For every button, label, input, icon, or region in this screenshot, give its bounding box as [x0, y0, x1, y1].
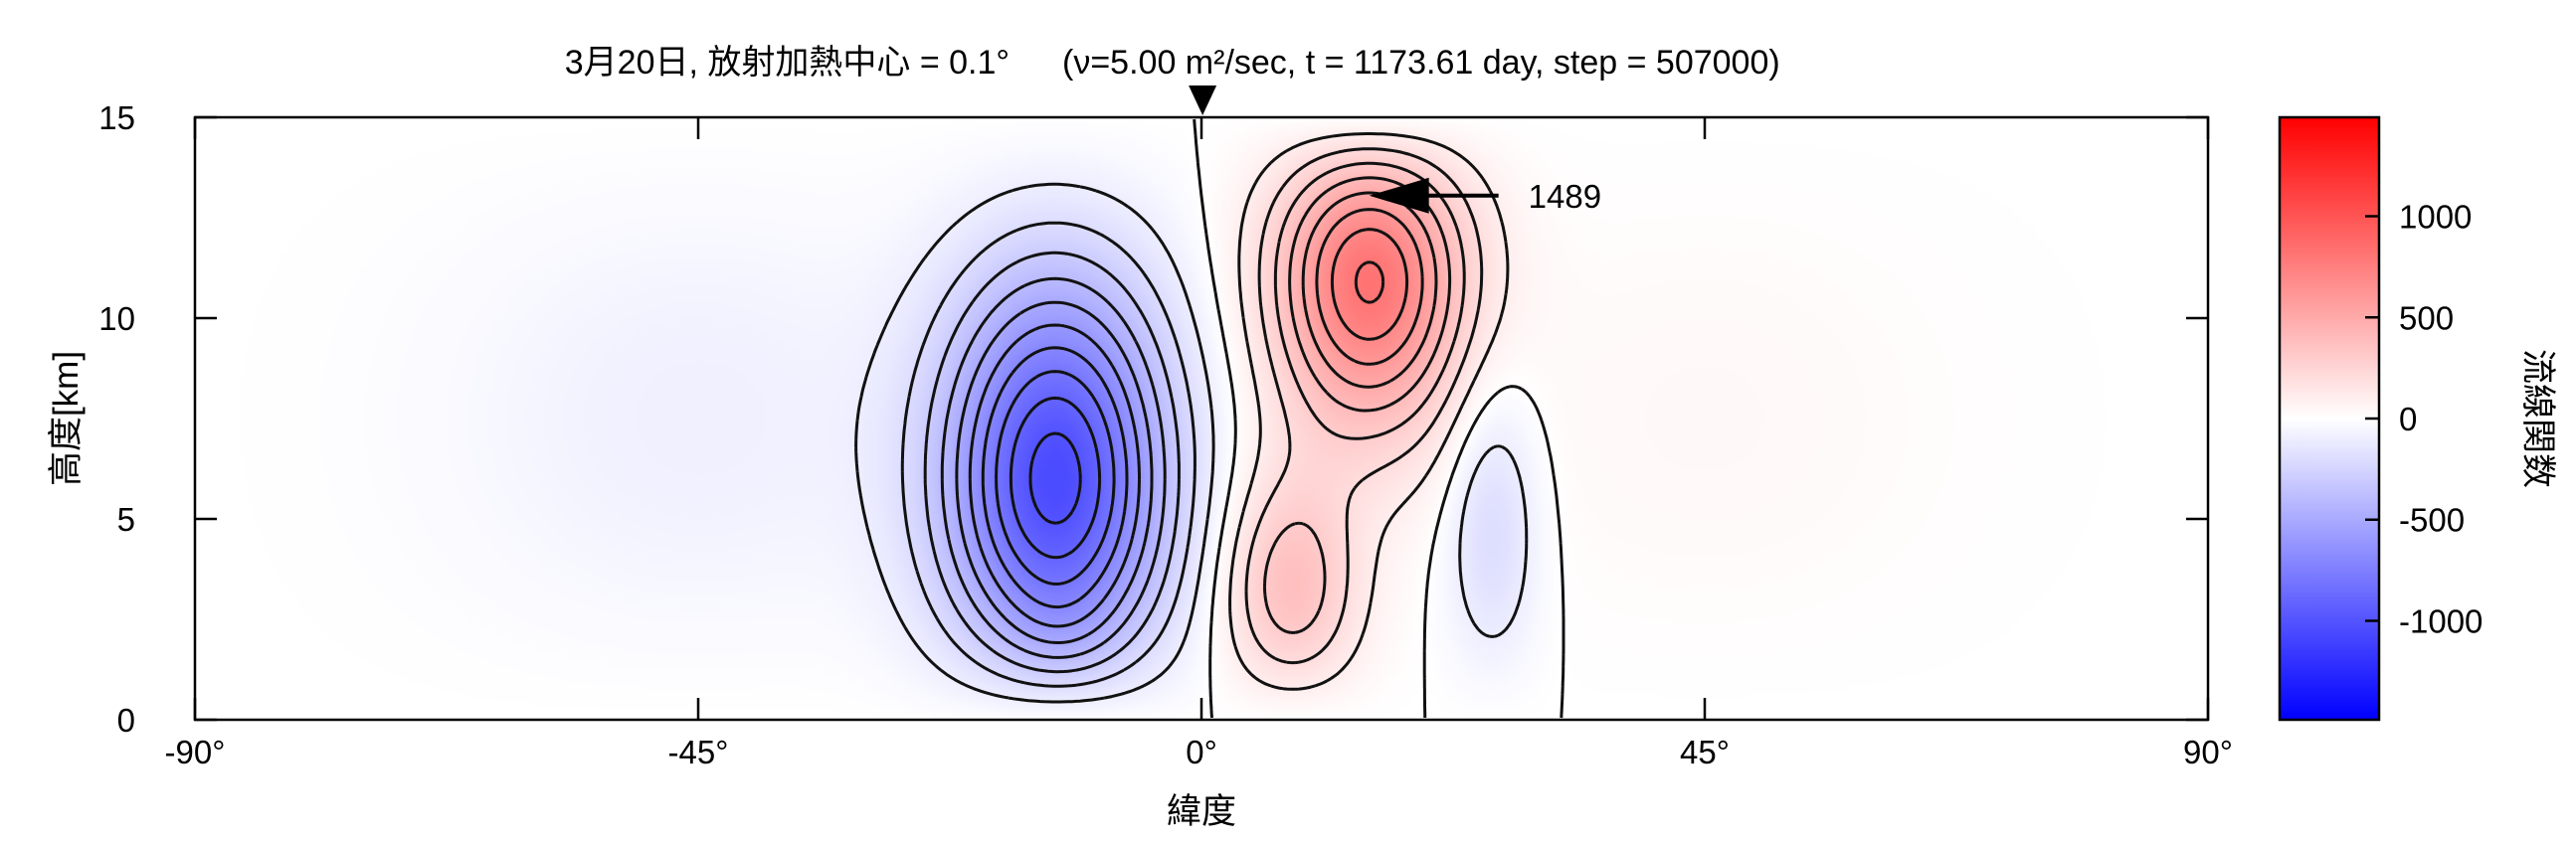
colorbar-label: 流線関数: [2518, 349, 2557, 488]
x-tick-label: -90°: [165, 734, 226, 770]
contour-line: [995, 370, 1116, 586]
colorbar-tick-label: -1000: [2399, 602, 2483, 639]
colorbar-tick-label: 0: [2399, 401, 2417, 437]
heating-center-marker: [1189, 85, 1217, 115]
y-tick-label: 0: [117, 702, 135, 739]
contour-line: [1330, 228, 1409, 341]
contour-line: [1301, 191, 1438, 389]
colorbar: [2278, 115, 2381, 722]
contour-line: [968, 323, 1141, 628]
heatmap-image: [195, 117, 2208, 720]
x-tick-label: -45°: [668, 734, 729, 770]
contour-line: [1009, 396, 1102, 560]
contour-line: [940, 276, 1167, 659]
y-tick-label: 15: [98, 99, 135, 136]
contour-lines: [854, 118, 1565, 719]
contour-line: [1028, 431, 1082, 525]
x-tick-label: 90°: [2183, 734, 2233, 770]
contour-line: [1354, 260, 1385, 304]
chart-title: 3月20日, 放射加熱中心 = 0.1°: [565, 44, 1010, 82]
contour-line: [923, 251, 1181, 674]
contour-line: [1193, 118, 1565, 719]
max-value-annotation: 1489: [1369, 177, 1601, 215]
x-tick-label: 0°: [1186, 734, 1217, 770]
y-axis: 0 5 10 15: [98, 99, 2208, 739]
chart-title-parameters: (ν=5.00 m²/sec, t = 1173.61 day, step = …: [1062, 44, 1780, 82]
colorbar-ticks: 1000 500 0 -500 -1000: [2365, 199, 2483, 639]
contour-line: [1263, 161, 1466, 634]
annotation-arrow-head: [1369, 177, 1429, 214]
y-axis-label: 高度[km]: [47, 351, 86, 486]
annotation-label: 1489: [1529, 178, 1601, 215]
colorbar-tick-label: 1000: [2399, 199, 2472, 236]
streamfunction-heatmap: [195, 117, 2208, 720]
contour-line: [900, 221, 1196, 688]
x-tick-label: 45°: [1680, 734, 1730, 770]
contour-line: [1315, 208, 1424, 366]
contour-line: [1244, 147, 1484, 665]
contour-line: [854, 182, 1529, 704]
colorbar-tick-label: -500: [2399, 502, 2465, 539]
colorbar-tick-label: 500: [2399, 299, 2454, 336]
y-tick-label: 10: [98, 300, 135, 337]
x-axis: -90° -45° 0° 45° 90°: [165, 117, 2233, 770]
y-tick-label: 5: [117, 501, 135, 538]
contour-line: [955, 300, 1154, 644]
contour-line: [981, 346, 1129, 609]
contour-line: [1228, 132, 1510, 691]
x-axis-label: 緯度: [1167, 792, 1236, 831]
